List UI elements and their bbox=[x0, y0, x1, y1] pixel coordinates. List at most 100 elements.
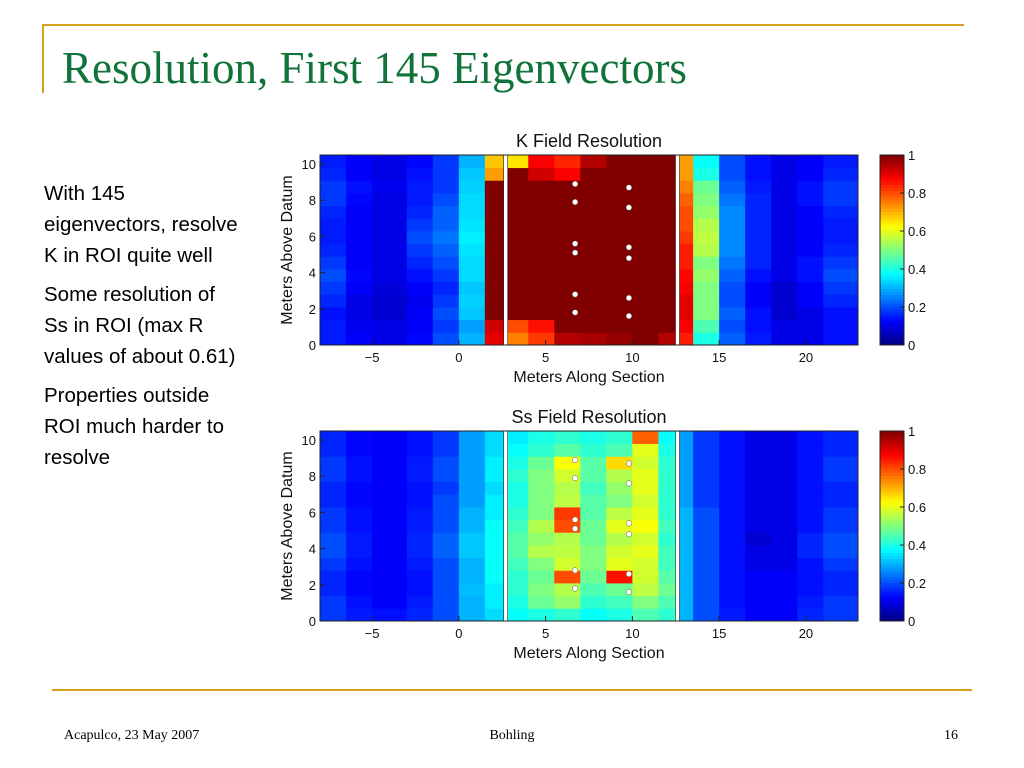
heatmap-cell bbox=[505, 507, 529, 521]
heatmap-cell bbox=[658, 557, 677, 571]
heatmap-cell bbox=[432, 294, 460, 308]
heatmap-cell bbox=[346, 532, 373, 546]
heatmap-cell bbox=[745, 205, 772, 219]
heatmap-cell bbox=[719, 545, 746, 559]
heatmap-cell bbox=[771, 494, 798, 508]
heatmap-cell bbox=[432, 307, 460, 321]
x-tick-label: 5 bbox=[542, 350, 549, 365]
colorbar-segment bbox=[880, 288, 904, 292]
heatmap-cell bbox=[675, 519, 694, 533]
heatmap-cell bbox=[505, 595, 529, 609]
heatmap-cell bbox=[458, 545, 486, 559]
heatmap-cell bbox=[606, 532, 633, 546]
colorbar-segment bbox=[880, 526, 904, 530]
heatmap-cell bbox=[580, 269, 607, 283]
colorbar-tick-label: 0.2 bbox=[908, 576, 926, 591]
heatmap-cell bbox=[606, 443, 633, 457]
heatmap-cell bbox=[606, 608, 633, 622]
heatmap-cell bbox=[580, 494, 607, 508]
heatmap-cell bbox=[554, 332, 581, 346]
heatmap-cell bbox=[693, 557, 720, 571]
heatmap-cell bbox=[658, 180, 677, 194]
heatmap-cell bbox=[320, 545, 347, 559]
heatmap-cell bbox=[693, 456, 720, 470]
heatmap-cell bbox=[406, 332, 434, 346]
heatmap-cell bbox=[632, 243, 659, 257]
colorbar-segment bbox=[880, 184, 904, 189]
heatmap-cell bbox=[606, 281, 633, 295]
heatmap-cell bbox=[606, 269, 633, 283]
heatmap-cell bbox=[320, 469, 347, 483]
heatmap-cell bbox=[719, 155, 746, 169]
heatmap-cell bbox=[632, 218, 659, 232]
heatmap-cell bbox=[528, 256, 555, 270]
colorbar-segment bbox=[880, 442, 904, 447]
colorbar-segment bbox=[880, 285, 904, 289]
heatmap-cell bbox=[484, 494, 507, 508]
colorbar-segment bbox=[880, 487, 904, 491]
chart-panel-k-field: K Field Resolution−5 0 5 10 15 200246810Meter… bbox=[279, 131, 926, 386]
heatmap-cell bbox=[406, 256, 434, 270]
colorbar-segment bbox=[880, 475, 904, 479]
heatmap-cell bbox=[632, 532, 659, 546]
heatmap-cell bbox=[719, 180, 746, 194]
heatmap-cell bbox=[632, 494, 659, 508]
heatmap-cell bbox=[372, 519, 408, 533]
heatmap-cell bbox=[675, 469, 694, 483]
heatmap-cell bbox=[372, 443, 408, 457]
heatmap-cell bbox=[458, 570, 486, 584]
heatmap-cell bbox=[580, 319, 607, 333]
heatmap-cell bbox=[771, 507, 798, 521]
heatmap-cell bbox=[797, 269, 824, 283]
heatmap-cell bbox=[484, 443, 507, 457]
heatmap-cell bbox=[406, 443, 434, 457]
x-tick-label: 0 bbox=[455, 350, 462, 365]
heatmap-cell bbox=[528, 443, 555, 457]
heatmap-cell bbox=[658, 243, 677, 257]
colorbar-segment bbox=[880, 457, 904, 462]
heatmap-cell bbox=[554, 319, 581, 333]
heatmap-cell bbox=[372, 583, 408, 597]
heatmap-cell bbox=[693, 595, 720, 609]
heatmap-cell bbox=[823, 570, 859, 584]
heatmap-cell bbox=[528, 167, 555, 181]
heatmap-cell bbox=[606, 545, 633, 559]
colorbar-segment bbox=[880, 160, 904, 165]
heatmap-cell bbox=[693, 205, 720, 219]
heatmap-cell bbox=[771, 595, 798, 609]
heatmap-cell bbox=[580, 469, 607, 483]
heatmap-cell bbox=[771, 269, 798, 283]
heatmap-cell bbox=[658, 256, 677, 270]
colorbar-segment bbox=[880, 531, 904, 536]
heatmap-cell bbox=[580, 519, 607, 533]
colorbar-segment bbox=[880, 309, 904, 313]
colorbar-segment bbox=[880, 217, 904, 221]
heatmap-cell bbox=[372, 319, 408, 333]
colorbar-segment bbox=[880, 609, 904, 613]
colorbar-segment bbox=[880, 511, 904, 515]
heatmap-cell bbox=[719, 307, 746, 321]
heatmap-cell bbox=[658, 532, 677, 546]
colorbar-tick-label: 0.4 bbox=[908, 538, 926, 553]
heatmap-cell bbox=[675, 205, 694, 219]
heatmap-cell bbox=[658, 519, 677, 533]
heatmap-cell bbox=[771, 431, 798, 445]
heatmap-cell bbox=[675, 281, 694, 295]
heatmap-cell bbox=[320, 193, 347, 207]
heatmap-cell bbox=[505, 155, 529, 169]
heatmap-cell bbox=[823, 481, 859, 495]
heatmap-cell bbox=[823, 155, 859, 169]
colorbar-segment bbox=[880, 436, 904, 441]
heatmap-cell bbox=[675, 494, 694, 508]
colorbar-segment bbox=[880, 508, 904, 512]
colorbar-segment bbox=[880, 451, 904, 456]
heatmap-cell bbox=[372, 557, 408, 571]
heatmap-cell bbox=[320, 256, 347, 270]
heatmap-cell bbox=[528, 545, 555, 559]
heatmap-cell bbox=[528, 193, 555, 207]
heatmap-cell bbox=[823, 583, 859, 597]
heatmap-cell bbox=[632, 431, 659, 445]
chart-title: K Field Resolution bbox=[516, 131, 662, 151]
heatmap-cell bbox=[693, 218, 720, 232]
colorbar-segment bbox=[880, 267, 904, 272]
